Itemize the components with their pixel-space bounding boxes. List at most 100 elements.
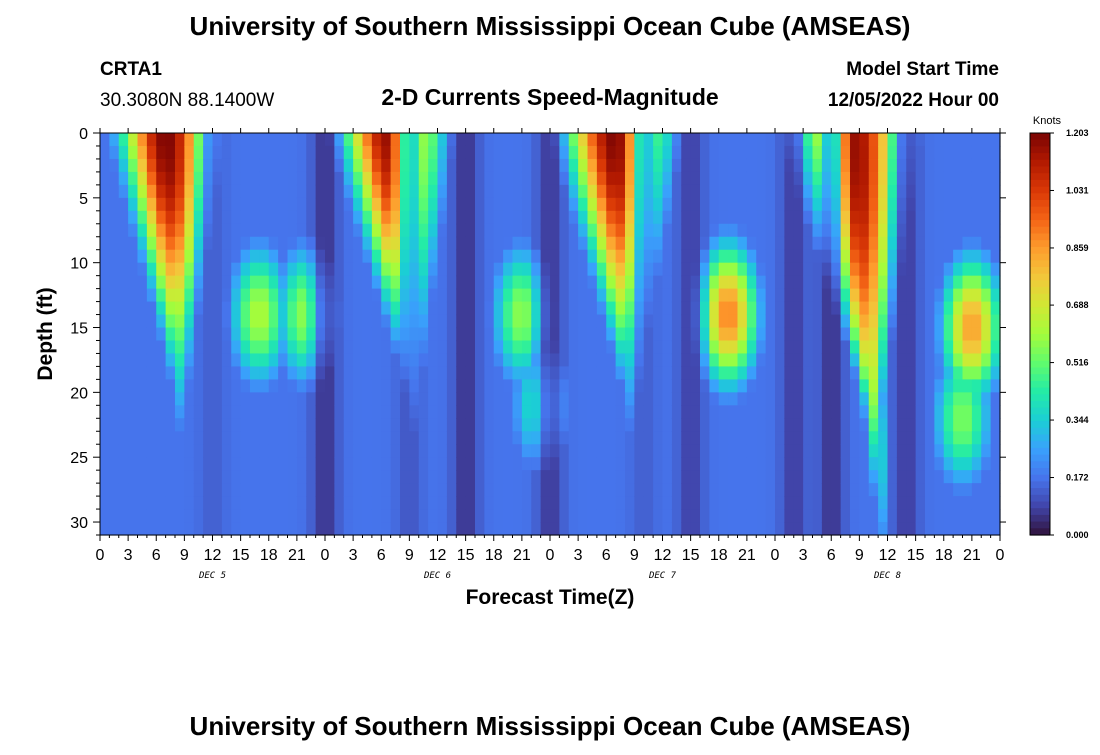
heatmap-cell	[681, 210, 692, 225]
heatmap-cell	[540, 353, 551, 368]
heatmap-cell	[587, 133, 598, 147]
heatmap-cell	[184, 145, 195, 160]
heatmap-cell	[184, 236, 195, 251]
heatmap-cell	[221, 496, 232, 510]
heatmap-cell	[578, 197, 589, 212]
heatmap-cell	[100, 509, 110, 523]
heatmap-cell	[887, 223, 898, 238]
heatmap-cell	[700, 275, 710, 290]
heatmap-cell	[334, 366, 345, 380]
heatmap-cell	[868, 223, 879, 238]
heatmap-cell	[221, 145, 232, 160]
colorbar-swatch	[1030, 327, 1050, 335]
heatmap-cell	[962, 470, 973, 484]
heatmap-cell	[353, 197, 364, 212]
heatmap-cell	[990, 223, 1001, 238]
heatmap-cell	[700, 158, 710, 173]
heatmap-cell	[278, 340, 289, 355]
heatmap-cell	[587, 197, 598, 212]
heatmap-cell	[512, 210, 523, 225]
heatmap-cell	[287, 483, 298, 497]
heatmap-cell	[793, 457, 804, 471]
chart-subtitle: 2-D Currents Speed-Magnitude	[381, 84, 718, 110]
heatmap-cell	[521, 340, 532, 355]
heatmap-cell	[700, 314, 710, 329]
heatmap-cell	[746, 327, 757, 342]
heatmap-cell	[981, 133, 992, 147]
heatmap-cell	[418, 457, 429, 471]
heatmap-cell	[737, 340, 748, 355]
heatmap-cell	[400, 353, 410, 368]
heatmap-cell	[456, 457, 467, 471]
day-labels: DEC 5 DEC 6 DEC 7 DEC 8	[198, 571, 901, 581]
heatmap-cell	[878, 418, 889, 432]
heatmap-cell	[690, 145, 701, 160]
heatmap-cell	[118, 509, 129, 523]
heatmap-cell	[709, 522, 720, 536]
heatmap-cell	[887, 171, 898, 186]
heatmap-cell	[962, 184, 973, 199]
heatmap-cell	[390, 184, 401, 199]
heatmap-cell	[840, 288, 851, 303]
heatmap-cell	[475, 327, 485, 342]
heatmap-cell	[971, 353, 982, 368]
heatmap-cell	[906, 496, 917, 510]
heatmap-cell	[793, 223, 804, 238]
heatmap-cell	[128, 509, 139, 523]
heatmap-cell	[615, 522, 626, 536]
heatmap-cell	[315, 379, 326, 393]
heatmap-cell	[512, 496, 523, 510]
heatmap-cell	[221, 210, 232, 225]
heatmap-cell	[606, 223, 617, 238]
heatmap-cell	[934, 418, 945, 432]
heatmap-cell	[625, 133, 635, 147]
heatmap-cell	[559, 288, 570, 303]
heatmap-cell	[793, 509, 804, 523]
heatmap-cell	[700, 353, 710, 368]
heatmap-cell	[559, 301, 570, 316]
heatmap-cell	[559, 431, 570, 445]
heatmap-cell	[568, 483, 579, 497]
heatmap-cell	[643, 275, 654, 290]
heatmap-cell	[709, 288, 720, 303]
heatmap-cell	[934, 133, 945, 147]
heatmap-cell	[259, 327, 270, 342]
heatmap-cell	[634, 223, 645, 238]
heatmap-cell	[353, 184, 364, 199]
heatmap-cell	[943, 197, 954, 212]
heatmap-cell	[765, 509, 776, 523]
heatmap-cell	[334, 158, 345, 173]
heatmap-cell	[840, 431, 851, 445]
heatmap-cell	[559, 210, 570, 225]
heatmap-cell	[231, 145, 242, 160]
heatmap-cell	[690, 483, 701, 497]
heatmap-cell	[906, 353, 917, 368]
heatmap-cell	[296, 509, 307, 523]
heatmap-cell	[550, 223, 560, 238]
heatmap-cell	[934, 509, 945, 523]
heatmap-cell	[268, 392, 279, 406]
heatmap-cell	[475, 470, 485, 484]
heatmap-cell	[868, 301, 879, 316]
heatmap-cell	[803, 275, 814, 290]
heatmap-cell	[428, 340, 439, 355]
heatmap-cell	[137, 145, 148, 160]
heatmap-cell	[765, 236, 776, 251]
heatmap-cell	[371, 470, 382, 484]
heatmap-cell	[212, 392, 223, 406]
heatmap-cell	[915, 483, 926, 497]
heatmap-cell	[831, 418, 842, 432]
heatmap-cell	[671, 405, 682, 419]
heatmap-cell	[456, 158, 467, 173]
heatmap-cell	[156, 314, 167, 329]
heatmap-cell	[756, 236, 767, 251]
heatmap-cell	[634, 457, 645, 471]
heatmap-cell	[221, 392, 232, 406]
heatmap-cell	[943, 366, 954, 380]
heatmap-cell	[118, 184, 129, 199]
heatmap-cell	[868, 431, 879, 445]
heatmap-cell	[971, 392, 982, 406]
heatmap-cell	[259, 158, 270, 173]
heatmap-cell	[615, 392, 626, 406]
heatmap-cell	[512, 379, 523, 393]
